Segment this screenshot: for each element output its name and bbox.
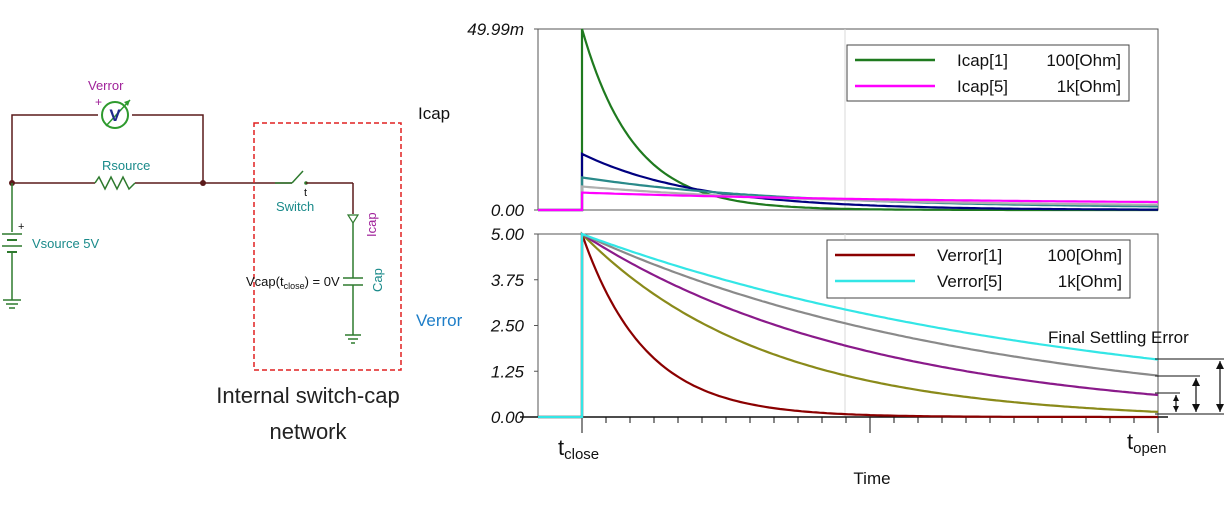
verror-side-label: Verror — [416, 311, 463, 330]
legend-value: 1k[Ohm] — [1058, 272, 1122, 291]
time-axis-label: Time — [853, 469, 890, 488]
y-tick-label: 2.50 — [490, 317, 525, 336]
resistor-symbol — [94, 175, 136, 191]
legend-label: Icap[5] — [957, 77, 1008, 96]
switch-label: Switch — [276, 199, 314, 214]
icap-chart: 49.99m 0.00 Icap[1] 100[Ohm] Icap[5] 1k[Ohm] — [467, 20, 1159, 220]
t-close-label: tclose — [558, 435, 599, 463]
voltmeter-plus: + — [95, 95, 102, 109]
meter-wire-right — [132, 114, 204, 183]
box-caption-line2: network — [269, 419, 347, 444]
final-settling-label: Final Settling Error — [1048, 328, 1189, 347]
series-line-0 — [538, 233, 1158, 419]
cap-label: Cap — [370, 268, 385, 292]
switch-blade — [291, 170, 304, 184]
legend-label: Verror[1] — [937, 246, 1002, 265]
y-tick-label: 5.00 — [491, 225, 525, 244]
battery-plus: + — [18, 221, 24, 233]
legend-value: 100[Ohm] — [1047, 246, 1122, 265]
y-tick-label: 3.75 — [491, 271, 525, 290]
switch-t-label: t — [304, 187, 307, 199]
verror-chart: 5.00 3.75 2.50 1.25 0.00 Verror[1] 100[Ohm] Ver… — [490, 225, 1168, 433]
series-line-4 — [538, 191, 1158, 212]
rsource-label: Rsource — [102, 158, 150, 173]
current-arrow-icon — [346, 214, 360, 225]
verror-probe-label: Verror — [88, 78, 124, 93]
final-settling-annotation: Final Settling Error — [1048, 328, 1224, 415]
ground-icon-right — [345, 334, 361, 344]
voltmeter-arrowhead — [124, 100, 130, 106]
legend-label: Icap[1] — [957, 51, 1008, 70]
vcap-condition: Vcap(tclose) = 0V — [246, 274, 340, 291]
series-line-1 — [538, 152, 1158, 212]
voltmeter-symbol: V — [109, 106, 121, 125]
icap-side-label: Icap — [418, 104, 450, 123]
series-line-4 — [538, 232, 1159, 419]
switch-cap-box — [253, 122, 402, 371]
series-line-2 — [538, 231, 1159, 419]
circuit-diagram: V + Verror Rsource + Vsource 5V t Switch — [2, 78, 402, 444]
meter-wire — [11, 114, 98, 183]
series-line-3 — [538, 232, 1159, 419]
node-right — [200, 180, 206, 186]
y-tick-label: 49.99m — [467, 20, 524, 39]
series-line-3 — [538, 185, 1158, 212]
voltmeter-arrow — [105, 99, 131, 127]
vsource-label: Vsource 5V — [32, 236, 100, 251]
legend-box — [846, 44, 1130, 102]
series-line-1 — [538, 231, 1159, 419]
legend-value: 1k[Ohm] — [1057, 77, 1121, 96]
ground-icon-left — [3, 299, 21, 309]
icap-probe-label: Icap — [364, 212, 379, 237]
y-tick-label: 0.00 — [491, 408, 525, 427]
legend-value: 100[Ohm] — [1046, 51, 1121, 70]
t-open-label: topen — [1127, 429, 1167, 457]
box-caption-line1: Internal switch-cap — [216, 383, 399, 408]
y-tick-label: 0.00 — [491, 201, 525, 220]
legend-box — [826, 239, 1131, 299]
legend-label: Verror[5] — [937, 272, 1002, 291]
y-tick-label: 1.25 — [491, 362, 525, 381]
